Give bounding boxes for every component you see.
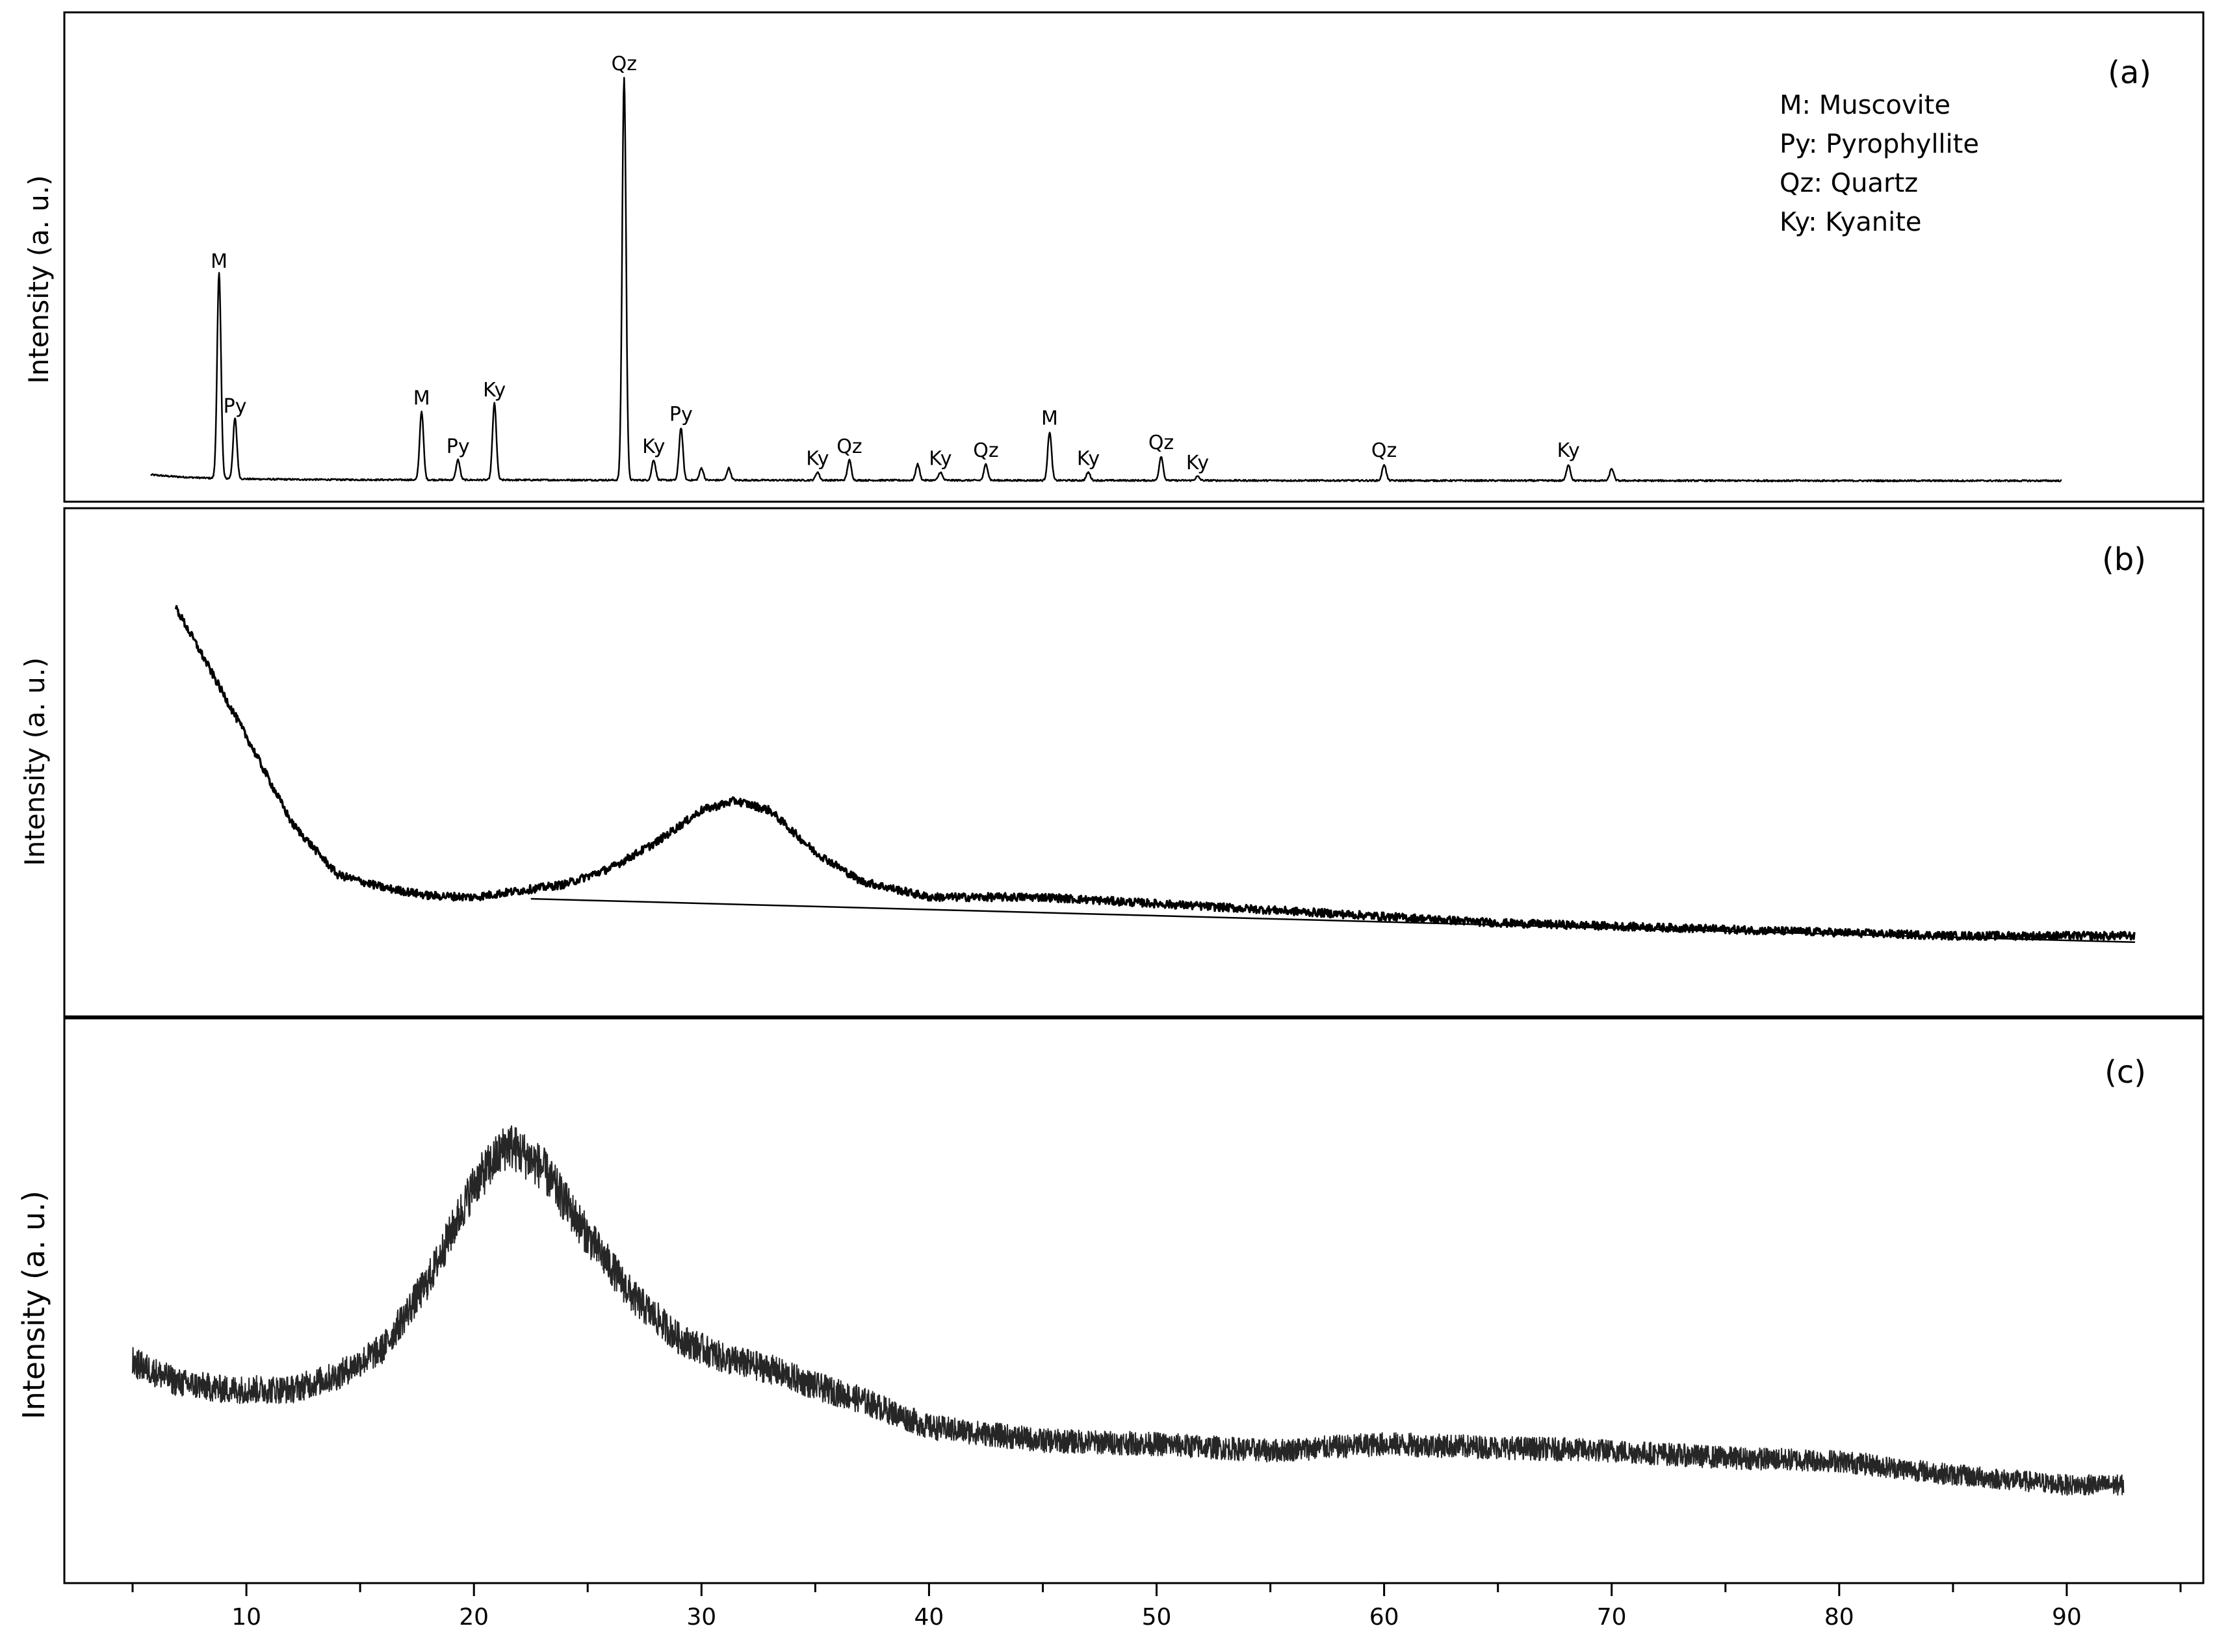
- peak-label: Py: [447, 435, 470, 458]
- panel-b-ylabel: Intensity (a. u.): [19, 657, 51, 866]
- peak-label: Ky: [1186, 452, 1209, 474]
- panel-c: Intensity (a. u.) (c) 10 20 30 40 50 60 70 80 90: [16, 1017, 2205, 1631]
- panel-b-letter: (b): [2102, 541, 2146, 578]
- peak-label: Qz: [612, 53, 637, 75]
- panel-c-letter: (c): [2105, 1054, 2146, 1091]
- x-tick-label: 30: [686, 1604, 716, 1631]
- peak-label: Py: [224, 395, 247, 418]
- peak-label: Py: [669, 403, 693, 426]
- x-tick-label: 70: [1597, 1604, 1627, 1631]
- x-tick-label: 60: [1369, 1604, 1399, 1631]
- x-tick-label: 20: [459, 1604, 489, 1631]
- panel-a: Intensity (a. u.) (a) M: Muscovite Py: P…: [23, 11, 2205, 503]
- peak-label: M: [413, 387, 430, 410]
- panel-c-frame: [63, 1017, 2205, 1584]
- panel-b: Intensity (a. u.) (b): [19, 507, 2205, 1018]
- peak-label: Qz: [836, 435, 862, 458]
- x-tick-label: 50: [1142, 1604, 1172, 1631]
- peak-label: M: [211, 250, 227, 273]
- peak-label: M: [1041, 407, 1058, 430]
- peak-label: Ky: [483, 379, 506, 402]
- peak-label: Qz: [973, 439, 998, 462]
- panel-c-ylabel: Intensity (a. u.): [16, 1191, 51, 1419]
- peak-label: Qz: [1371, 439, 1397, 462]
- x-tick-label: 40: [914, 1604, 944, 1631]
- peak-label: Ky: [642, 435, 665, 458]
- peak-label: Ky: [1077, 448, 1100, 471]
- peak-label: Ky: [1557, 439, 1580, 462]
- peak-label: Ky: [806, 448, 829, 471]
- x-tick-label: 90: [2052, 1604, 2082, 1631]
- panel-a-legend: M: Muscovite Py: Pyrophyllite Qz: Quartz…: [1780, 90, 1979, 237]
- panel-b-pattern-line: [174, 605, 2136, 941]
- peak-label: Qz: [1148, 432, 1174, 454]
- panel-a-ylabel: Intensity (a. u.): [23, 175, 55, 383]
- legend-entry-kyanite: Ky: Kyanite: [1780, 207, 1922, 237]
- panel-b-baseline: [530, 897, 2136, 944]
- legend-entry-muscovite: M: Muscovite: [1780, 90, 1950, 120]
- panel-b-frame: [63, 507, 2205, 1018]
- panel-a-pattern-line: [150, 77, 2062, 483]
- x-axis: 10 20 30 40 50 60 70 80 90: [131, 1583, 2182, 1631]
- panel-a-frame: [63, 11, 2205, 503]
- legend-entry-quartz: Qz: Quartz: [1780, 168, 1918, 198]
- panel-c-pattern-line: [132, 1125, 2125, 1496]
- peak-label: Ky: [929, 448, 952, 471]
- panel-a-letter: (a): [2108, 55, 2151, 91]
- legend-entry-pyrophyllite: Py: Pyrophyllite: [1780, 129, 1979, 159]
- x-tick-label: 10: [231, 1604, 261, 1631]
- x-tick-label: 80: [1824, 1604, 1854, 1631]
